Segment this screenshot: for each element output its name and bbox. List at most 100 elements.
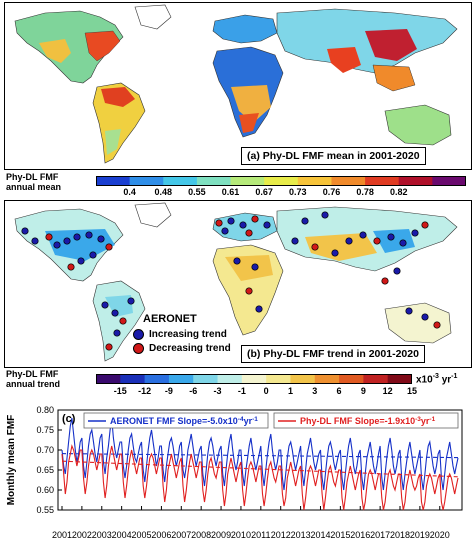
colorbar-tick-label: 12	[382, 386, 393, 396]
colorbar-tick-label: -9	[164, 386, 173, 396]
region-south-america-north	[101, 87, 135, 107]
map-panel-b: AERONET Increasing trend Decreasing tren…	[4, 200, 472, 368]
x-tick-label: 2014	[310, 530, 330, 540]
colorbar-tick-label: 0.48	[154, 187, 173, 197]
site-increasing-marker	[73, 233, 81, 241]
site-increasing-marker	[411, 229, 419, 237]
colorbar-tick-label: 6	[336, 386, 342, 396]
x-tick-label: 2002	[72, 530, 92, 540]
panel-c-label: (c)	[62, 413, 76, 425]
colorbar-swatch	[217, 374, 243, 384]
x-tick-label: 2012	[271, 530, 291, 540]
y-tick-label: 0.65	[36, 465, 54, 475]
site-increasing-marker	[21, 227, 29, 235]
site-increasing-marker	[221, 227, 229, 235]
site-increasing-marker	[399, 239, 407, 247]
x-tick-label: 2004	[112, 530, 132, 540]
site-increasing-marker	[77, 257, 85, 265]
site-increasing-marker	[359, 231, 367, 239]
colorbar-b-unit-suffix-exp: -1	[451, 373, 458, 380]
colorbar-swatch	[196, 176, 232, 186]
colorbar-swatch	[163, 176, 198, 186]
colorbar-a-ticks: 0.4 0.48 0.55 0.61 0.67 0.73 0.76 0.78 0.82	[96, 187, 466, 199]
colorbar-b-unit-exp: -3	[432, 373, 439, 380]
colorbar-swatch	[365, 176, 400, 186]
colorbar-a-label-line1: Phy-DL FMF	[6, 172, 59, 182]
colorbar-swatch	[120, 374, 146, 384]
colorbar-a-label-line2: annual mean	[6, 182, 62, 192]
x-tick-label: 2015	[330, 530, 350, 540]
colorbar-tick-label: -1	[237, 386, 246, 396]
colorbar-b-unit-suffix: yr	[441, 374, 452, 386]
colorbar-frame	[96, 374, 412, 384]
region-asia-trend	[305, 233, 377, 261]
site-increasing-marker	[227, 217, 235, 225]
colorbar-swatch	[290, 374, 316, 384]
colorbar-swatch	[144, 374, 170, 384]
colorbar-a-label: Phy-DL FMF annual mean	[6, 172, 61, 192]
colorbar-swatch	[331, 176, 366, 186]
legend-increasing: Increasing trend	[133, 329, 231, 340]
site-decreasing-marker	[245, 287, 253, 295]
colorbar-tick-label: 0.61	[221, 187, 240, 197]
colorbar-tick-label: 3	[312, 386, 318, 396]
timeseries-chart: 0.55 0.60 0.65 0.70 0.75 0.80 Monthly mean FMF…	[6, 405, 463, 540]
x-tick-label: 2007	[171, 530, 191, 540]
region-east-asia	[365, 29, 417, 61]
land-australia	[384, 104, 452, 146]
legend-increasing-label: Increasing trend	[149, 329, 227, 340]
site-decreasing-marker	[251, 215, 259, 223]
colorbar-tick-label: -6	[189, 386, 198, 396]
region-north-america-west	[39, 39, 71, 63]
legend-decreasing-marker	[133, 343, 144, 354]
legend-increasing-marker	[133, 329, 144, 340]
site-decreasing-marker	[245, 229, 253, 237]
site-increasing-marker	[85, 231, 93, 239]
site-increasing-marker	[233, 257, 241, 265]
colorbar-tick-label: 0.73	[289, 187, 307, 197]
x-tick-label: 2003	[92, 530, 112, 540]
region-north-america-east	[84, 30, 121, 62]
colorbar-b-label-line2: annual trend	[6, 379, 61, 389]
x-tick-label: 2001	[52, 530, 72, 540]
site-decreasing-marker	[105, 243, 113, 251]
trend-legend: Increasing trend Decreasing trend	[133, 329, 231, 357]
panel-a-title: (a) Phy-DL FMF mean in 2001-2020	[241, 147, 426, 165]
site-decreasing-marker	[311, 243, 319, 251]
y-tick-label: 0.55	[36, 505, 54, 515]
colorbar-swatch	[297, 176, 332, 186]
land-europe	[212, 14, 278, 44]
colorbar-swatch	[96, 374, 121, 384]
region-south-asia	[327, 47, 361, 73]
region-east-asia-trend	[373, 229, 415, 253]
site-increasing-marker	[89, 251, 97, 259]
site-increasing-marker	[31, 237, 39, 245]
site-decreasing-marker	[45, 233, 53, 241]
legend-decreasing: Decreasing trend	[133, 343, 231, 354]
colorbar-tick-label: 0.76	[322, 187, 341, 197]
site-increasing-marker	[97, 235, 105, 243]
site-increasing-marker	[345, 237, 353, 245]
site-decreasing-marker	[433, 321, 441, 329]
region-south-america-trend	[105, 295, 133, 317]
site-increasing-marker	[393, 267, 401, 275]
colorbar-tick-label: 0	[263, 386, 269, 396]
site-increasing-marker	[301, 217, 309, 225]
y-tick-label: 0.75	[36, 425, 54, 435]
x-tick-label: 2017	[370, 530, 390, 540]
site-decreasing-marker	[421, 221, 429, 229]
site-increasing-marker	[421, 313, 429, 321]
colorbar-tick-label: 9	[360, 386, 366, 396]
trend-phydl-line	[61, 460, 459, 478]
site-decreasing-marker	[119, 317, 127, 325]
site-increasing-marker	[251, 263, 259, 271]
site-decreasing-marker	[381, 277, 389, 285]
site-increasing-marker	[63, 237, 71, 245]
site-increasing-marker	[263, 221, 271, 229]
colorbar-tick-label: 0.55	[188, 187, 206, 197]
region-southeast-asia	[372, 64, 416, 92]
x-tick-label: 2018	[390, 530, 410, 540]
site-increasing-marker	[331, 249, 339, 257]
site-increasing-marker	[239, 221, 247, 229]
trend-aeronet-line	[61, 453, 459, 459]
